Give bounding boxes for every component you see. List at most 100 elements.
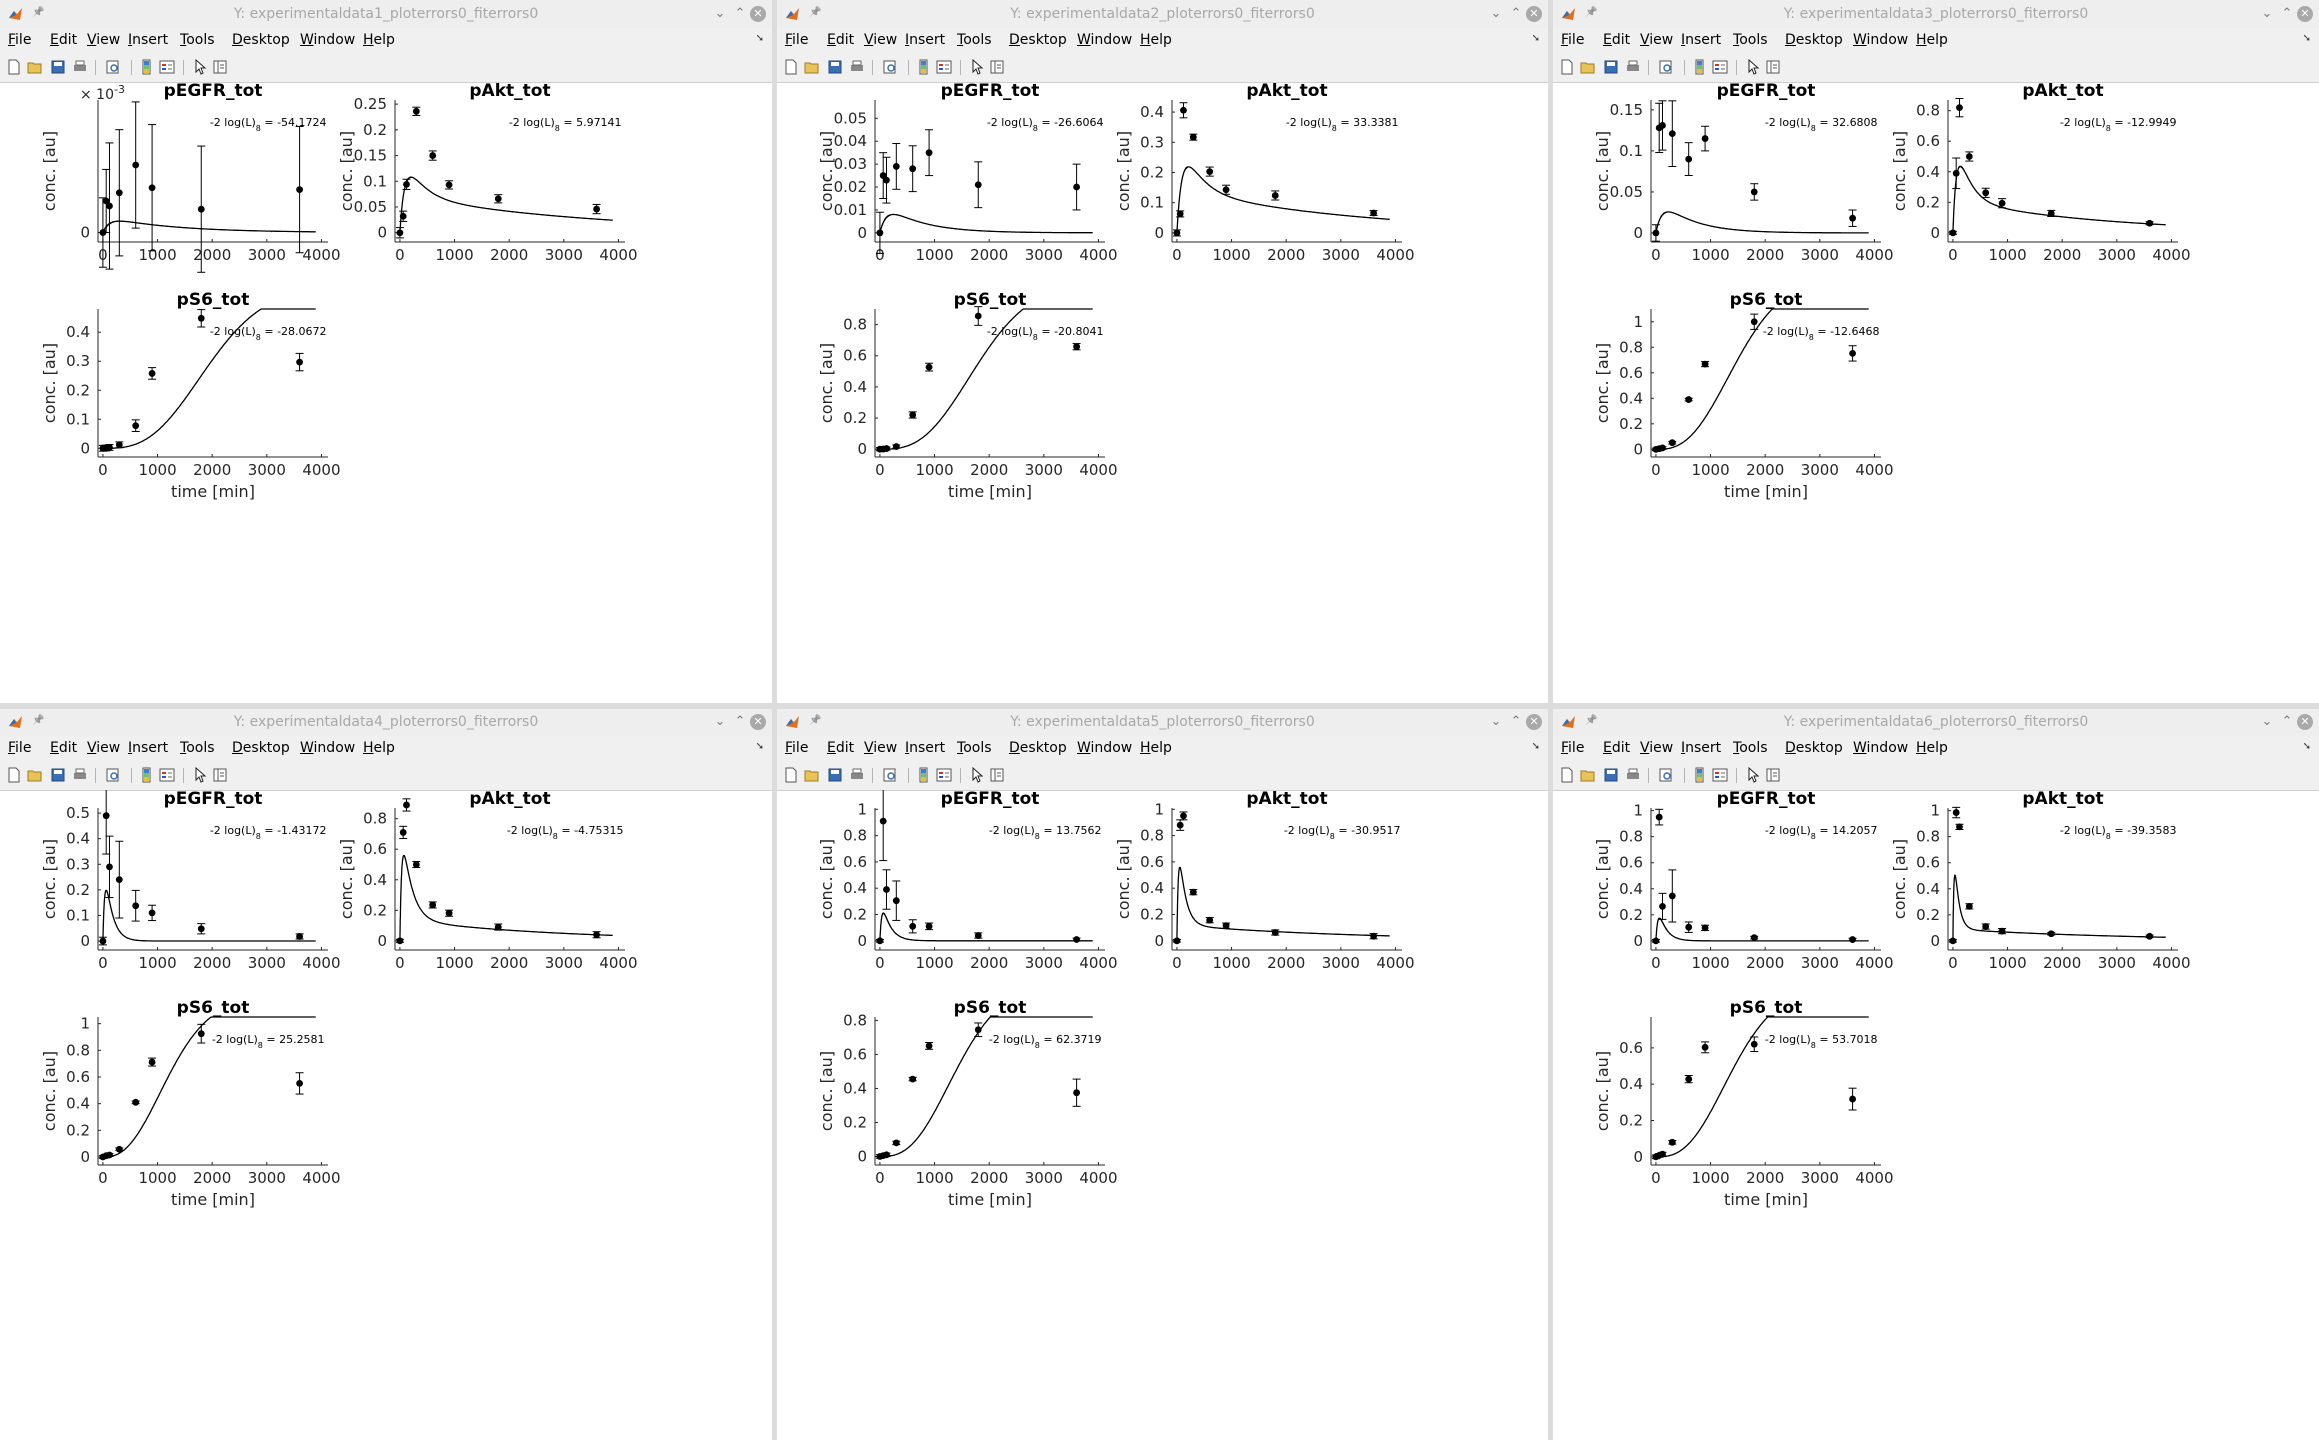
print-icon[interactable] [72, 59, 88, 75]
new-figure-icon[interactable] [6, 767, 22, 783]
edit-plot-icon[interactable] [1745, 766, 1761, 783]
chevron-up-icon[interactable]: ⌃ [2281, 714, 2293, 729]
menu-view[interactable]: View [1640, 32, 1673, 48]
pin-icon[interactable]: 📌 [32, 7, 45, 18]
subplot-pAkt-tot[interactable]: 0 1000 2000 3000 4000 0 0.05 0.1 0.15 0.2 0.25 pAkt… [337, 82, 638, 264]
colorbar-icon[interactable] [139, 59, 155, 75]
edit-plot-icon[interactable] [192, 58, 208, 75]
subplot-pS6-tot[interactable]: 0 1000 2000 3000 4000 0 0.1 0.2 0.3 0.4 pS6_totcon… [40, 290, 341, 501]
save-icon[interactable] [1603, 59, 1619, 75]
menubar-overflow-icon[interactable]: ➘ [755, 33, 764, 44]
menu-insert[interactable]: Insert [128, 740, 168, 756]
edit-plot-icon[interactable] [192, 766, 208, 783]
menu-help[interactable]: Help [363, 740, 395, 756]
colorbar-icon[interactable] [1692, 767, 1708, 783]
legend-icon[interactable] [1712, 767, 1728, 783]
subplot-pEGFR-tot[interactable]: 0 1000 2000 3000 4000 0 0.1 0.2 0.3 0.4 0.5 pEGFR_t… [40, 790, 341, 972]
print-preview-icon[interactable] [882, 767, 898, 783]
open-file-icon[interactable] [1580, 767, 1596, 783]
chevron-down-icon[interactable]: ⌄ [2261, 714, 2273, 729]
print-preview-icon[interactable] [882, 59, 898, 75]
menu-window[interactable]: Window [300, 740, 355, 756]
menu-view[interactable]: View [1640, 740, 1673, 756]
print-preview-icon[interactable] [1658, 59, 1674, 75]
menu-insert[interactable]: Insert [1681, 32, 1721, 48]
new-figure-icon[interactable] [783, 767, 799, 783]
menu-file[interactable]: File [785, 32, 808, 48]
menubar-overflow-icon[interactable]: ➘ [1531, 33, 1540, 44]
menu-file[interactable]: File [8, 740, 31, 756]
subplot-pEGFR-tot[interactable]: 0 1000 2000 3000 4000 0 0.01 0.02 0.03 0.04 0.05 pE… [817, 82, 1118, 264]
menu-insert[interactable]: Insert [905, 32, 945, 48]
chevron-down-icon[interactable]: ⌄ [714, 714, 726, 729]
legend-icon[interactable] [936, 767, 952, 783]
chevron-up-icon[interactable]: ⌃ [1510, 6, 1522, 21]
legend-icon[interactable] [1712, 59, 1728, 75]
menu-file[interactable]: File [8, 32, 31, 48]
pin-icon[interactable]: 📌 [1585, 7, 1598, 18]
menu-desktop[interactable]: Desktop [232, 740, 290, 756]
menu-tools[interactable]: Tools [1733, 32, 1768, 48]
figure-window-3[interactable]: 📌 Y: experimentaldata3_ploterrors0_fiterr… [1553, 0, 2319, 709]
menubar-overflow-icon[interactable]: ➘ [1531, 741, 1540, 752]
subplot-pAkt-tot[interactable]: 0 1000 2000 3000 4000 0 0.2 0.4 0.6 0.8 1 pAkt_totc… [1114, 790, 1415, 972]
menu-tools[interactable]: Tools [957, 32, 992, 48]
pin-icon[interactable]: 📌 [32, 715, 45, 726]
menu-window[interactable]: Window [1077, 32, 1132, 48]
menu-view[interactable]: View [87, 740, 120, 756]
menu-window[interactable]: Window [1853, 32, 1908, 48]
menu-tools[interactable]: Tools [1733, 740, 1768, 756]
open-file-icon[interactable] [804, 59, 820, 75]
new-figure-icon[interactable] [1559, 59, 1575, 75]
new-figure-icon[interactable] [783, 59, 799, 75]
legend-icon[interactable] [936, 59, 952, 75]
menu-edit[interactable]: Edit [50, 740, 77, 756]
menu-tools[interactable]: Tools [180, 740, 215, 756]
pin-icon[interactable]: 📌 [809, 715, 822, 726]
menu-desktop[interactable]: Desktop [1785, 32, 1843, 48]
property-editor-icon[interactable] [1765, 59, 1781, 75]
menu-edit[interactable]: Edit [827, 32, 854, 48]
edit-plot-icon[interactable] [1745, 58, 1761, 75]
legend-icon[interactable] [159, 59, 175, 75]
print-preview-icon[interactable] [105, 767, 121, 783]
menu-window[interactable]: Window [300, 32, 355, 48]
figure-window-6[interactable]: 📌 Y: experimentaldata6_ploterrors0_fiterr… [1553, 708, 2319, 1440]
subplot-pS6-tot[interactable]: 0 1000 2000 3000 4000 0 0.2 0.4 0.6 0.8 pS6_totcon… [817, 290, 1118, 501]
save-icon[interactable] [827, 59, 843, 75]
subplot-pAkt-tot[interactable]: 0 1000 2000 3000 4000 0 0.2 0.4 0.6 0.8 pAkt_totco… [1890, 82, 2191, 264]
menu-view[interactable]: View [864, 740, 897, 756]
figure-window-5[interactable]: 📌 Y: experimentaldata5_ploterrors0_fiterr… [777, 708, 1548, 1440]
menu-edit[interactable]: Edit [1603, 740, 1630, 756]
menu-desktop[interactable]: Desktop [232, 32, 290, 48]
colorbar-icon[interactable] [916, 59, 932, 75]
menu-desktop[interactable]: Desktop [1785, 740, 1843, 756]
subplot-pEGFR-tot[interactable]: 0 1000 2000 3000 4000 0 0.2 0.4 0.6 0.8 1 pEGFR_tot… [1593, 790, 1894, 972]
pin-icon[interactable]: 📌 [1585, 715, 1598, 726]
close-icon[interactable]: ✕ [750, 6, 766, 22]
open-file-icon[interactable] [27, 767, 43, 783]
open-file-icon[interactable] [1580, 59, 1596, 75]
menu-help[interactable]: Help [1916, 32, 1948, 48]
menu-file[interactable]: File [1561, 32, 1584, 48]
menu-help[interactable]: Help [363, 32, 395, 48]
edit-plot-icon[interactable] [969, 58, 985, 75]
figure-window-2[interactable]: 📌 Y: experimentaldata2_ploterrors0_fiterr… [777, 0, 1548, 709]
edit-plot-icon[interactable] [969, 766, 985, 783]
menu-desktop[interactable]: Desktop [1009, 32, 1067, 48]
new-figure-icon[interactable] [1559, 767, 1575, 783]
open-file-icon[interactable] [804, 767, 820, 783]
figure-window-1[interactable]: 📌 Y: experimentaldata1_ploterrors0_fiterr… [0, 0, 772, 709]
print-icon[interactable] [849, 767, 865, 783]
pin-icon[interactable]: 📌 [809, 7, 822, 18]
print-icon[interactable] [1625, 767, 1641, 783]
save-icon[interactable] [50, 59, 66, 75]
close-icon[interactable]: ✕ [2297, 714, 2313, 730]
menu-edit[interactable]: Edit [50, 32, 77, 48]
menu-insert[interactable]: Insert [905, 740, 945, 756]
new-figure-icon[interactable] [6, 59, 22, 75]
property-editor-icon[interactable] [212, 59, 228, 75]
print-icon[interactable] [1625, 59, 1641, 75]
menu-window[interactable]: Window [1853, 740, 1908, 756]
chevron-up-icon[interactable]: ⌃ [2281, 6, 2293, 21]
